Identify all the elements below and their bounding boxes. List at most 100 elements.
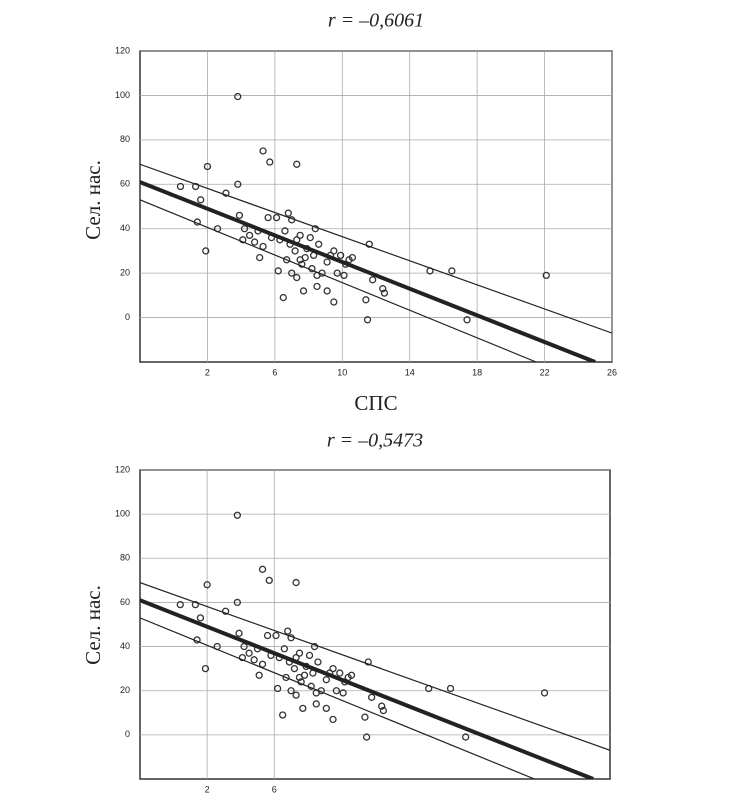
data-point xyxy=(222,189,230,197)
data-point xyxy=(235,211,244,220)
data-point xyxy=(380,289,389,297)
x-tick-label: 2 xyxy=(205,367,210,377)
data-point xyxy=(463,316,471,324)
x-tick-label: 10 xyxy=(337,367,347,377)
data-point xyxy=(263,631,272,640)
data-point xyxy=(176,182,185,191)
confidence-line xyxy=(140,163,612,334)
data-point xyxy=(322,676,330,684)
data-point xyxy=(196,614,205,622)
data-point xyxy=(336,251,345,260)
data-point xyxy=(250,238,259,246)
plot-area xyxy=(139,469,611,780)
data-point xyxy=(363,316,372,324)
data-point xyxy=(347,671,356,679)
data-point xyxy=(365,240,373,248)
data-point xyxy=(293,273,301,282)
data-point xyxy=(295,649,304,657)
data-point xyxy=(340,271,348,280)
data-point xyxy=(238,653,247,662)
data-point xyxy=(301,253,309,262)
data-point xyxy=(202,247,210,255)
data-point xyxy=(273,684,282,693)
y-tick-label: 80 xyxy=(120,134,130,144)
y-tick-label: 120 xyxy=(115,464,130,474)
data-point xyxy=(339,689,347,697)
data-point xyxy=(306,233,314,242)
data-point xyxy=(279,293,287,302)
data-point xyxy=(315,240,323,248)
data-point xyxy=(296,231,304,240)
data-point xyxy=(329,715,337,724)
data-point xyxy=(176,600,184,609)
data-point xyxy=(282,673,290,682)
data-point xyxy=(305,651,314,660)
data-point xyxy=(240,225,249,233)
regression-line xyxy=(140,598,594,779)
data-point xyxy=(299,704,307,713)
y-axis-label: Сел. нас. xyxy=(81,160,105,240)
data-point xyxy=(329,664,337,673)
data-point xyxy=(255,671,263,679)
data-point xyxy=(284,209,292,217)
data-point xyxy=(203,581,211,589)
data-point xyxy=(292,578,300,587)
data-point xyxy=(348,253,357,262)
data-point xyxy=(291,247,299,255)
regression-line xyxy=(140,180,596,362)
data-point xyxy=(201,664,210,673)
data-point xyxy=(235,629,243,637)
data-point xyxy=(314,658,322,666)
data-point xyxy=(379,285,387,293)
data-point xyxy=(379,706,388,715)
data-point xyxy=(313,282,321,291)
data-point xyxy=(378,702,386,710)
data-point xyxy=(240,642,248,651)
data-point xyxy=(272,213,281,222)
y-tick-label: 0 xyxy=(125,312,130,322)
x-axis-label: СПС xyxy=(354,391,397,415)
data-point xyxy=(290,664,299,673)
y-tick-label: 40 xyxy=(120,641,130,651)
data-point xyxy=(203,162,212,171)
data-point xyxy=(191,600,200,609)
data-point xyxy=(191,182,200,191)
data-point xyxy=(234,92,242,101)
data-point xyxy=(540,689,549,697)
x-tick-label: 2 xyxy=(205,784,210,794)
data-point xyxy=(448,267,456,275)
data-point xyxy=(461,733,470,741)
data-point xyxy=(256,253,264,262)
data-point xyxy=(293,160,301,168)
data-point xyxy=(197,196,205,204)
y-tick-label: 20 xyxy=(120,685,130,695)
data-point xyxy=(323,258,331,266)
data-point xyxy=(336,669,344,677)
data-point xyxy=(258,565,267,573)
data-point xyxy=(330,247,338,255)
data-point xyxy=(311,225,319,233)
data-point xyxy=(266,158,274,166)
x-tick-label: 6 xyxy=(272,784,277,794)
y-tick-label: 0 xyxy=(125,729,130,739)
x-tick-label: 22 xyxy=(540,367,550,377)
y-tick-label: 120 xyxy=(115,45,130,55)
data-point xyxy=(233,598,242,607)
chart-title: r = –0,5473 xyxy=(327,430,423,452)
plot-area xyxy=(139,50,613,363)
data-point xyxy=(288,269,296,277)
data-point xyxy=(299,287,308,295)
confidence-line xyxy=(140,199,537,362)
data-point xyxy=(284,627,292,635)
data-point xyxy=(323,287,331,295)
data-point xyxy=(280,645,289,653)
data-point xyxy=(245,231,254,240)
data-point xyxy=(221,607,230,615)
data-point xyxy=(542,271,550,280)
data-point xyxy=(259,147,267,155)
data-point xyxy=(274,267,282,275)
data-point xyxy=(330,298,338,306)
y-tick-label: 100 xyxy=(115,90,130,100)
x-tick-label: 6 xyxy=(272,367,277,377)
data-point xyxy=(362,296,370,304)
